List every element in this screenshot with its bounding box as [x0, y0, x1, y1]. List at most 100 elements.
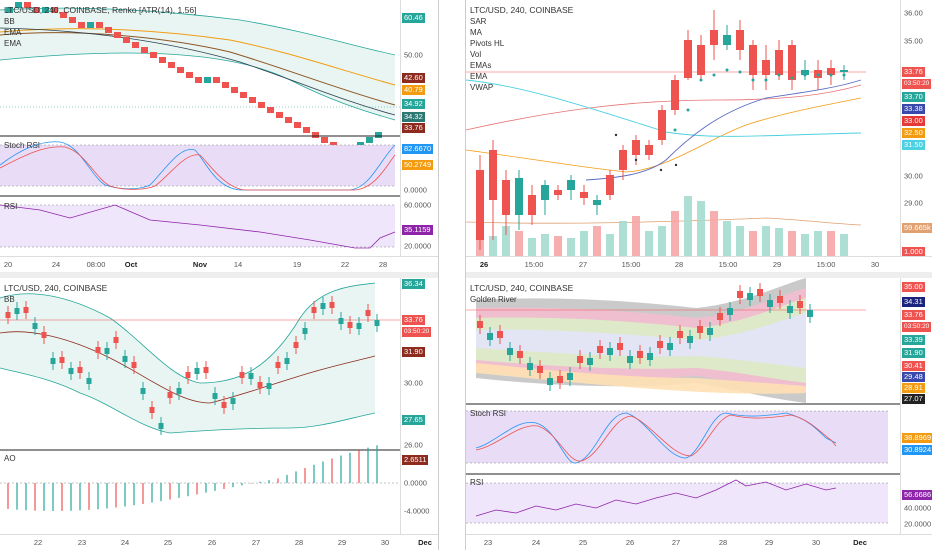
candle-body: [266, 383, 272, 389]
gr-price-scale[interactable]: 35.00 34.31 33.76 03:50:20 33.39 31.90 3…: [900, 278, 932, 534]
candle-body: [104, 348, 110, 354]
panel-renko[interactable]: LTC/USD, 240, COINBASE, Renko [ATR(14), …: [0, 0, 438, 272]
candle-countdown: 03:50:20: [902, 322, 932, 332]
stoch-d: [475, 414, 837, 462]
candle-body: [677, 331, 683, 338]
stoch-rsi-label[interactable]: Stoch RSI: [4, 141, 41, 150]
panel-golden-river[interactable]: LTC/USD, 240, COINBASE Golden River Stoc…: [466, 278, 932, 550]
volume-bar: [489, 236, 497, 256]
candle-body: [747, 293, 753, 300]
indicator-ma[interactable]: MA: [470, 28, 482, 37]
renko-brick-up: [204, 77, 211, 83]
candle-body: [527, 363, 533, 370]
renko-brick-up: [6, 7, 13, 13]
candle-body: [257, 382, 263, 388]
candle-body: [762, 60, 770, 75]
gr-title[interactable]: LTC/USD, 240, COINBASE: [470, 283, 574, 293]
candle-body: [113, 337, 119, 343]
indicator-ema-1[interactable]: EMA: [4, 28, 22, 37]
volume-bar: [788, 231, 796, 256]
rsi-line: [0, 204, 396, 249]
price-tag: 33.39: [902, 335, 925, 345]
candle-body: [801, 70, 809, 75]
time-label: 28: [294, 538, 304, 547]
rsi-tick: 60.0000: [404, 200, 432, 210]
candle-body: [185, 372, 191, 378]
bb-basis: [0, 331, 376, 404]
rsi-label[interactable]: RSI: [4, 202, 18, 211]
pivot-dot: [614, 133, 618, 137]
stoch-tag-d: 38.8969: [902, 433, 932, 443]
renko-title[interactable]: LTC/USD, 240, COINBASE, Renko [ATR(14), …: [4, 5, 197, 15]
candle-body: [607, 348, 613, 355]
indicator-golden-river[interactable]: Golden River: [470, 295, 517, 304]
indicator-ema[interactable]: EMA: [470, 72, 488, 81]
renko-brick-down: [267, 107, 274, 113]
ao-label[interactable]: AO: [4, 454, 16, 463]
rsi-label[interactable]: RSI: [470, 478, 484, 487]
price-tag-lower: 33.76: [402, 123, 425, 133]
candle-body: [767, 300, 773, 307]
indicator-ema-2[interactable]: EMA: [4, 39, 22, 48]
indicator-emas[interactable]: EMAs: [470, 61, 492, 70]
stoch-tag-k: 82.6670: [402, 144, 434, 154]
candle-body: [597, 346, 603, 353]
price-tag-bb-upper: 36.34: [402, 279, 425, 289]
renko-brick-down: [303, 127, 310, 133]
volume-bar: [710, 211, 718, 256]
volume-bar: [775, 228, 783, 256]
renko-brick-down: [321, 137, 328, 143]
candle-body: [212, 393, 218, 399]
indicator-bb[interactable]: BB: [4, 295, 15, 304]
time-label: 29: [337, 538, 347, 547]
main-title[interactable]: LTC/USD, 240, COINBASE: [470, 5, 574, 15]
candle-body: [86, 378, 92, 384]
indicator-vol[interactable]: Vol: [470, 50, 482, 59]
indicator-pivots[interactable]: Pivots HL: [470, 39, 505, 48]
time-label: 15:00: [524, 260, 544, 269]
renko-time-axis[interactable]: 20 24 08:00 Oct Nov 14 19 22 28: [0, 256, 438, 272]
indicator-bb[interactable]: BB: [4, 17, 15, 26]
bb-title[interactable]: LTC/USD, 240, COINBASE: [4, 283, 108, 293]
indicator-vwap[interactable]: VWAP: [470, 83, 494, 92]
main-time-axis[interactable]: 26 15:00 27 15:00 28 15:00 29 15:00 30: [466, 256, 932, 272]
stoch-rsi-label[interactable]: Stoch RSI: [470, 409, 507, 418]
rsi-band: [0, 205, 395, 247]
sar-dot: [777, 73, 781, 77]
renko-brick-down: [141, 47, 148, 53]
price-tag-basis: 31.90: [402, 347, 425, 357]
renko-brick-down: [231, 87, 238, 93]
time-label: 28: [378, 260, 388, 269]
golden-river-svg: [466, 278, 932, 524]
candle-body: [507, 348, 513, 355]
panel-bb-ao[interactable]: LTC/USD, 240, COINBASE BB AO 22 23 24 25…: [0, 278, 438, 550]
renko-brick-down: [195, 77, 202, 83]
main-price-scale[interactable]: 36.00 35.00 33.76 03:50:20 33.70 33.38 3…: [900, 0, 932, 256]
price-tag-ema-brown: 42.60: [402, 73, 425, 83]
candle-body: [293, 342, 299, 348]
bb-price-scale[interactable]: 36.34 33.76 03:50:20 31.90 30.00 27.65 2…: [400, 278, 438, 534]
candle-body: [697, 326, 703, 333]
bb-time-axis[interactable]: 22 23 24 25 26 27 28 29 30 Dec: [0, 534, 438, 550]
volume-bar: [606, 234, 614, 256]
price-tick: 30.00: [904, 171, 923, 181]
ao-tag: 2.6511: [402, 455, 429, 465]
renko-price-scale[interactable]: 60.46 50.00 42.60 40.79 34.92 34.32 33.7…: [400, 0, 438, 256]
candle-body: [230, 398, 236, 404]
volume-bar: [567, 238, 575, 256]
sar-dot: [816, 73, 820, 77]
gr-time-axis[interactable]: 23 24 25 26 27 28 29 30 Dec: [466, 534, 932, 550]
candle-body: [749, 45, 757, 75]
candle-body: [176, 388, 182, 394]
indicator-sar[interactable]: SAR: [470, 17, 487, 26]
price-tag-last: 33.76: [902, 310, 925, 320]
time-label: Dec: [418, 538, 432, 547]
candle-body: [537, 366, 543, 373]
sar-dot: [842, 73, 846, 77]
panel-candles-main[interactable]: LTC/USD, 240, COINBASE SAR MA Pivots HL …: [466, 0, 932, 272]
pivot-dot: [659, 168, 663, 172]
renko-brick-up: [375, 132, 382, 138]
candle-body: [557, 376, 563, 383]
candle-body: [658, 110, 666, 140]
